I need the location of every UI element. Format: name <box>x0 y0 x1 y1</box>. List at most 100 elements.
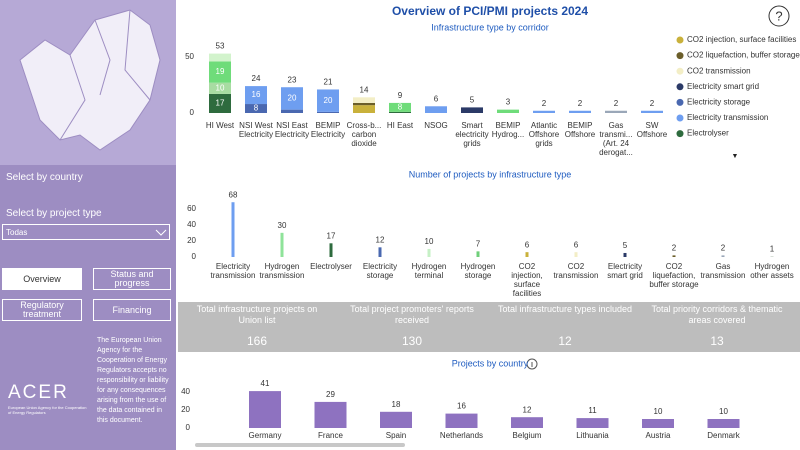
bar-segment <box>317 111 339 113</box>
country-label: Select by country <box>6 172 83 183</box>
x-tick-label: Belgium <box>512 431 542 440</box>
bar-segment <box>605 110 627 113</box>
bar <box>623 252 627 257</box>
x-tick-label: NSI East Electricity <box>274 121 310 139</box>
bar <box>576 418 609 428</box>
x-tick-label: Hydrogen storage <box>460 262 496 280</box>
y-tick-label: 0 <box>190 108 195 117</box>
x-tick-label: Germany <box>248 431 282 440</box>
legend-label: Electricity smart grid <box>687 82 759 91</box>
x-tick-label: Electrolyser <box>310 262 352 271</box>
total-label: 21 <box>324 78 333 87</box>
segment-label: 8 <box>398 103 403 112</box>
legend-swatch <box>676 130 684 138</box>
bar-segment <box>353 102 375 106</box>
value-label: 10 <box>719 407 728 416</box>
bar-segment <box>389 102 411 112</box>
x-tick-label: Smart electricity grids <box>455 121 489 148</box>
value-label: 5 <box>623 241 628 250</box>
bar <box>314 401 347 428</box>
logo-subtitle: European Union Agency for the Cooperatio… <box>8 405 87 415</box>
bar-segment <box>425 106 447 113</box>
value-label: 12 <box>376 235 385 244</box>
total-label: 14 <box>360 85 369 94</box>
legend-swatch <box>676 52 684 60</box>
x-tick-label: NSOG <box>424 121 448 130</box>
x-tick-label: Electricity smart grid <box>607 262 643 280</box>
value-label: 12 <box>523 405 532 414</box>
x-tick-label: France <box>318 431 343 440</box>
x-tick-label: Cross-b... carbon dioxide <box>346 121 382 148</box>
tab-button[interactable]: Financing <box>93 299 171 321</box>
total-label: 3 <box>506 98 511 107</box>
y-tick-label: 50 <box>185 52 194 61</box>
chart-title: Number of projects by infrastructure typ… <box>409 169 572 179</box>
x-tick-label: NSI West Electricity <box>238 121 274 139</box>
bar-segment <box>281 109 303 113</box>
x-tick-label: SW Offshore <box>636 121 668 139</box>
bar-segment <box>533 110 555 113</box>
bar <box>249 391 281 428</box>
disclaimer: The European Union Agency for the Cooper… <box>97 337 169 424</box>
y-tick-label: 0 <box>192 252 197 261</box>
help-icon[interactable] <box>768 5 790 27</box>
total-label: 23 <box>288 75 297 84</box>
legend-label: Electrolyser <box>687 129 729 138</box>
y-tick-label: 40 <box>181 387 190 396</box>
legend-swatch <box>676 83 684 91</box>
legend-label: CO2 liquefaction, buffer storage <box>687 51 800 60</box>
bar <box>380 411 412 428</box>
legend-label: CO2 injection, surface facilities <box>687 35 796 44</box>
tab-button[interactable]: Regulatory treatment <box>2 299 82 321</box>
x-tick-label: Netherlands <box>439 431 484 440</box>
x-tick-label: HI West <box>205 121 235 130</box>
x-tick-label: Denmark <box>707 431 740 440</box>
total-label: 2 <box>614 99 619 108</box>
value-label: 68 <box>229 190 238 199</box>
bar <box>525 252 529 257</box>
value-label: 30 <box>278 221 287 230</box>
scrollbar[interactable] <box>195 443 405 447</box>
value-label: 6 <box>574 240 579 249</box>
bar-segment <box>209 61 231 83</box>
bar-segment <box>353 97 375 103</box>
legend-label: CO2 transmission <box>687 66 751 75</box>
bar-segment <box>569 110 591 113</box>
x-tick-label: BEMIP Offshore <box>564 121 596 139</box>
info-icon[interactable] <box>526 358 538 370</box>
bar <box>378 247 382 257</box>
total-label: 2 <box>650 99 655 108</box>
bar-segment <box>245 86 267 105</box>
bar <box>672 255 676 257</box>
legend-scroll[interactable]: ▼ <box>732 153 739 160</box>
total-label: 5 <box>470 96 475 105</box>
kpi-band <box>178 302 800 352</box>
bar-segment <box>209 82 231 94</box>
dropdown[interactable]: Todas <box>2 224 170 240</box>
kpi-value: 130 <box>401 334 423 348</box>
x-tick-label: Spain <box>385 431 407 440</box>
chevron <box>155 229 167 236</box>
kpi-label: Total project promoters' reports receive… <box>350 304 474 325</box>
x-tick-label: Lithuania <box>576 431 609 440</box>
bar-segment <box>317 89 339 112</box>
value-label: 6 <box>525 240 530 249</box>
tab-button[interactable]: Status and progress <box>93 268 171 290</box>
y-tick-label: 20 <box>181 405 190 414</box>
tab-button[interactable]: Overview <box>2 268 82 290</box>
legend-label: Electricity storage <box>687 98 751 107</box>
bar-segment <box>281 87 303 110</box>
segment-label: 20 <box>324 96 333 105</box>
x-tick-label: Gas transmission <box>700 262 746 280</box>
page-title: Overview of PCI/PMI projects 2024 <box>392 4 588 18</box>
legend-swatch <box>676 114 684 122</box>
x-tick-label: Electricity storage <box>362 262 398 280</box>
bar-segment <box>209 93 231 113</box>
x-tick-label: BEMIP Hydrog... <box>491 121 525 139</box>
x-tick-label: HI East <box>386 121 414 130</box>
bar <box>329 243 333 257</box>
kpi-value: 166 <box>246 334 268 348</box>
type-label: Select by project type <box>6 208 102 219</box>
bar-segment <box>209 53 231 62</box>
